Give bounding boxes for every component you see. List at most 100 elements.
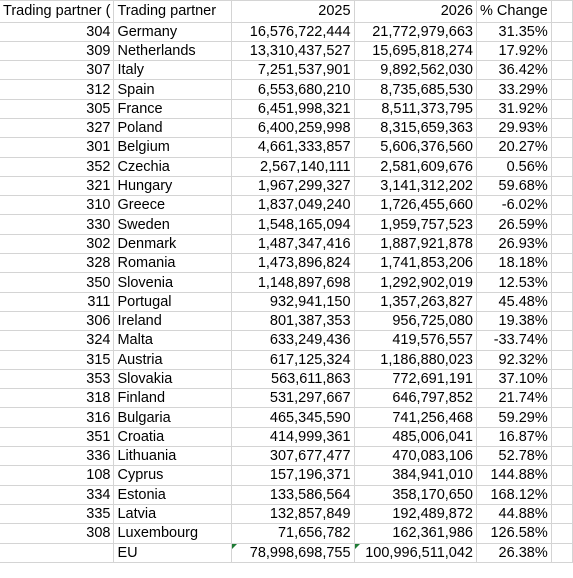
partner-name-cell[interactable]: Cyprus — [113, 465, 232, 486]
partner-code-cell[interactable]: 305 — [0, 99, 115, 119]
partner-code-cell[interactable]: 318 — [0, 388, 115, 409]
year2-value-cell[interactable]: 485,006,041 — [354, 427, 478, 448]
partner-name-cell[interactable]: Malta — [113, 330, 232, 351]
year2-value-cell[interactable]: 5,606,376,560 — [354, 137, 478, 158]
partner-code-cell[interactable]: 336 — [0, 446, 115, 467]
year1-value-cell[interactable]: 13,310,437,527 — [231, 41, 355, 62]
year1-value-cell[interactable]: 1,837,049,240 — [231, 195, 355, 216]
cell[interactable] — [551, 60, 573, 81]
partner-code-cell[interactable]: 310 — [0, 195, 115, 216]
cell[interactable] — [551, 22, 573, 42]
cell[interactable] — [551, 195, 573, 216]
year2-value-cell[interactable]: 646,797,852 — [354, 388, 478, 409]
year1-value-cell[interactable]: 6,553,680,210 — [231, 79, 355, 100]
year1-value-cell[interactable]: 1,548,165,094 — [231, 214, 355, 235]
pct-change-cell[interactable]: 59.29% — [476, 407, 552, 428]
partner-code-cell[interactable]: 315 — [0, 350, 115, 370]
cell[interactable] — [551, 157, 573, 177]
year2-value-cell[interactable]: 21,772,979,663 — [354, 22, 478, 42]
partner-name-cell[interactable]: Finland — [113, 388, 232, 409]
partner-code-cell[interactable]: 301 — [0, 137, 115, 158]
partner-name-cell[interactable]: Sweden — [113, 214, 232, 235]
year1-value-cell[interactable]: 414,999,361 — [231, 427, 355, 448]
partner-code-cell[interactable]: 108 — [0, 465, 115, 486]
cell[interactable] — [551, 292, 573, 312]
pct-change-cell[interactable]: -33.74% — [476, 330, 552, 351]
year2-value-cell[interactable]: 9,892,562,030 — [354, 60, 478, 81]
cell[interactable] — [551, 330, 573, 351]
pct-change-cell[interactable]: 21.74% — [476, 388, 552, 409]
year2-value-cell[interactable]: 419,576,557 — [354, 330, 478, 351]
partner-code-cell[interactable]: 304 — [0, 22, 115, 42]
pct-change-cell[interactable]: 29.93% — [476, 118, 552, 139]
total-year1-cell[interactable]: 78,998,698,755 — [231, 543, 355, 563]
cell[interactable] — [551, 369, 573, 390]
year1-value-cell[interactable]: 617,125,324 — [231, 350, 355, 370]
pct-change-cell[interactable]: 19.38% — [476, 311, 552, 332]
partner-code-cell[interactable]: 330 — [0, 214, 115, 235]
year2-value-cell[interactable]: 358,170,650 — [354, 485, 478, 505]
cell[interactable] — [551, 388, 573, 409]
partner-code-cell[interactable]: 312 — [0, 79, 115, 100]
year1-value-cell[interactable]: 633,249,436 — [231, 330, 355, 351]
partner-code-cell[interactable]: 352 — [0, 157, 115, 177]
year2-value-cell[interactable]: 956,725,080 — [354, 311, 478, 332]
partner-name-cell[interactable]: Slovakia — [113, 369, 232, 390]
pct-change-cell[interactable]: 20.27% — [476, 137, 552, 158]
pct-change-cell[interactable]: 26.59% — [476, 214, 552, 235]
pct-change-cell[interactable]: 12.53% — [476, 272, 552, 293]
cell[interactable] — [551, 253, 573, 274]
year1-value-cell[interactable]: 71,656,782 — [231, 523, 355, 544]
year2-value-cell[interactable]: 3,141,312,202 — [354, 176, 478, 197]
partner-name-cell[interactable]: Ireland — [113, 311, 232, 332]
cell[interactable] — [551, 79, 573, 100]
partner-name-cell[interactable]: Austria — [113, 350, 232, 370]
year2-value-cell[interactable]: 2,581,609,676 — [354, 157, 478, 177]
partner-name-cell[interactable]: France — [113, 99, 232, 119]
year2-value-cell[interactable]: 8,511,373,795 — [354, 99, 478, 119]
partner-code-cell[interactable]: 321 — [0, 176, 115, 197]
year2-value-cell[interactable]: 384,941,010 — [354, 465, 478, 486]
year1-value-cell[interactable]: 1,967,299,327 — [231, 176, 355, 197]
cell[interactable] — [551, 137, 573, 158]
pct-change-cell[interactable]: -6.02% — [476, 195, 552, 216]
pct-change-cell[interactable]: 52.78% — [476, 446, 552, 467]
cell[interactable] — [551, 523, 573, 544]
partner-code-cell[interactable]: 316 — [0, 407, 115, 428]
year2-value-cell[interactable]: 1,292,902,019 — [354, 272, 478, 293]
year2-value-cell[interactable]: 1,887,921,878 — [354, 234, 478, 255]
header-year1[interactable]: 2025 — [231, 0, 355, 23]
partner-name-cell[interactable]: Poland — [113, 118, 232, 139]
year1-value-cell[interactable]: 4,661,333,857 — [231, 137, 355, 158]
year2-value-cell[interactable]: 1,741,853,206 — [354, 253, 478, 274]
cell[interactable] — [551, 176, 573, 197]
partner-name-cell[interactable]: Romania — [113, 253, 232, 274]
year1-value-cell[interactable]: 7,251,537,901 — [231, 60, 355, 81]
year2-value-cell[interactable]: 470,083,106 — [354, 446, 478, 467]
pct-change-cell[interactable]: 59.68% — [476, 176, 552, 197]
pct-change-cell[interactable]: 36.42% — [476, 60, 552, 81]
cell[interactable] — [551, 272, 573, 293]
header-year2[interactable]: 2026 — [354, 0, 478, 23]
partner-name-cell[interactable]: Lithuania — [113, 446, 232, 467]
cell[interactable] — [551, 41, 573, 62]
year1-value-cell[interactable]: 1,473,896,824 — [231, 253, 355, 274]
partner-code-cell[interactable]: 335 — [0, 504, 115, 525]
partner-code-cell[interactable]: 353 — [0, 369, 115, 390]
partner-name-cell[interactable]: Belgium — [113, 137, 232, 158]
year2-value-cell[interactable]: 1,959,757,523 — [354, 214, 478, 235]
cell[interactable] — [551, 350, 573, 370]
cell[interactable] — [551, 311, 573, 332]
pct-change-cell[interactable]: 18.18% — [476, 253, 552, 274]
header-name[interactable]: Trading partner — [113, 0, 232, 23]
partner-name-cell[interactable]: Luxembourg — [113, 523, 232, 544]
partner-name-cell[interactable]: Portugal — [113, 292, 232, 312]
cell[interactable] — [551, 427, 573, 448]
pct-change-cell[interactable]: 144.88% — [476, 465, 552, 486]
partner-name-cell[interactable]: Italy — [113, 60, 232, 81]
pct-change-cell[interactable]: 16.87% — [476, 427, 552, 448]
partner-name-cell[interactable]: Greece — [113, 195, 232, 216]
pct-change-cell[interactable]: 92.32% — [476, 350, 552, 370]
cell[interactable] — [551, 214, 573, 235]
pct-change-cell[interactable]: 0.56% — [476, 157, 552, 177]
